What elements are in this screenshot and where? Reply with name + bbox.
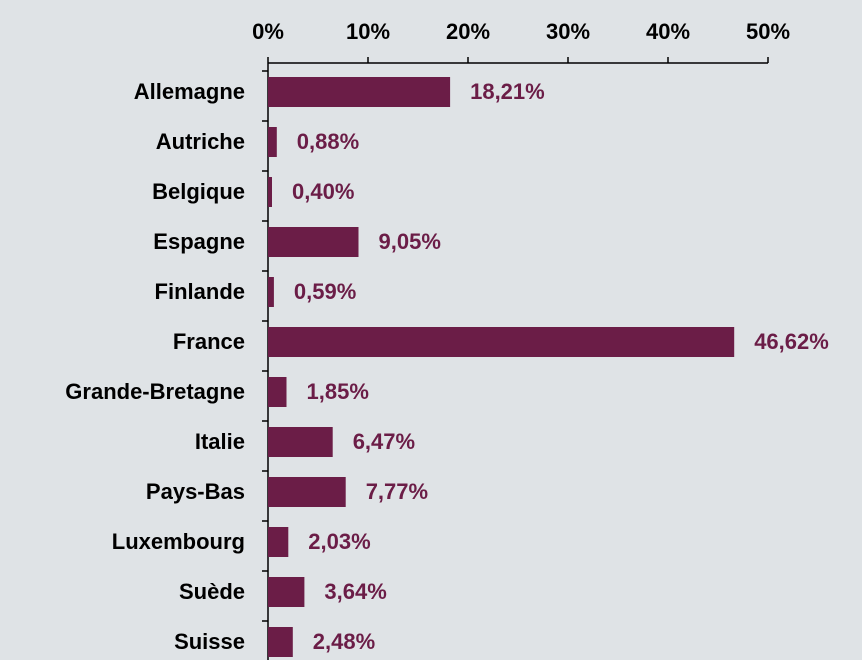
x-tick-label: 30% — [546, 19, 590, 44]
bar — [268, 277, 274, 307]
y-tick-label: Grande-Bretagne — [65, 379, 245, 404]
value-label: 3,64% — [324, 579, 386, 604]
y-tick-label: Allemagne — [134, 79, 245, 104]
x-tick-label: 20% — [446, 19, 490, 44]
y-tick-label: France — [173, 329, 245, 354]
value-label: 2,48% — [313, 629, 375, 654]
y-tick-label: Italie — [195, 429, 245, 454]
bar — [268, 227, 359, 257]
x-tick-label: 50% — [746, 19, 790, 44]
x-tick-label: 10% — [346, 19, 390, 44]
bar — [268, 627, 293, 657]
y-tick-label: Suisse — [174, 629, 245, 654]
bar — [268, 577, 305, 607]
bar — [268, 427, 333, 457]
bar — [268, 127, 277, 157]
bar — [268, 477, 346, 507]
value-label: 6,47% — [353, 429, 415, 454]
value-label: 46,62% — [754, 329, 829, 354]
bar — [268, 77, 451, 107]
y-tick-label: Luxembourg — [112, 529, 245, 554]
value-label: 2,03% — [308, 529, 370, 554]
y-tick-label: Autriche — [156, 129, 245, 154]
value-label: 0,40% — [292, 179, 354, 204]
y-tick-label: Finlande — [155, 279, 245, 304]
x-tick-label: 0% — [252, 19, 284, 44]
bar — [268, 527, 289, 557]
y-tick-label: Suède — [179, 579, 245, 604]
bar — [268, 177, 272, 207]
value-label: 1,85% — [307, 379, 369, 404]
value-label: 7,77% — [366, 479, 428, 504]
y-tick-label: Belgique — [152, 179, 245, 204]
value-label: 0,88% — [297, 129, 359, 154]
bar — [268, 377, 287, 407]
bar — [268, 327, 735, 357]
x-tick-label: 40% — [646, 19, 690, 44]
value-label: 18,21% — [470, 79, 545, 104]
y-tick-label: Espagne — [153, 229, 245, 254]
value-label: 0,59% — [294, 279, 356, 304]
value-label: 9,05% — [379, 229, 441, 254]
y-tick-label: Pays-Bas — [146, 479, 245, 504]
